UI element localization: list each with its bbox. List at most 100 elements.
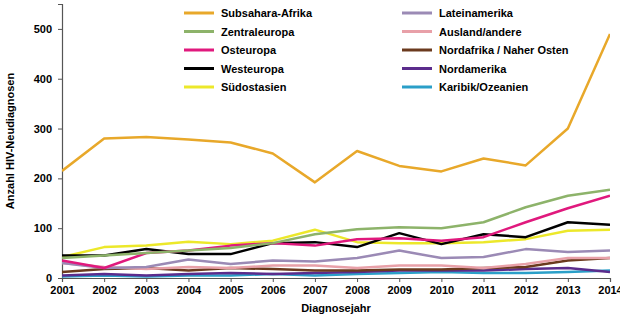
y-tick-mark	[58, 278, 62, 279]
y-tick-mark	[58, 79, 62, 80]
x-tick: 2011	[472, 278, 496, 296]
y-tick-mark	[58, 129, 62, 130]
x-tick-label: 2011	[472, 284, 496, 296]
legend-item: Osteuropa	[184, 44, 277, 56]
legend-label: Lateinamerika	[439, 7, 514, 19]
x-tick: 2013	[556, 278, 580, 296]
y-tick-mark	[58, 178, 62, 179]
y-tick-label: 400	[34, 73, 52, 85]
x-tick: 2002	[92, 278, 116, 296]
legend-label: Nordafrika / Naher Osten	[439, 44, 569, 56]
y-tick: 300	[34, 123, 62, 135]
x-tick-mark	[188, 278, 189, 282]
legend-swatch	[402, 30, 432, 33]
x-tick-mark	[399, 278, 400, 282]
legend-swatch	[184, 49, 214, 52]
x-tick-label: 2012	[514, 284, 538, 296]
x-tick: 2010	[430, 278, 454, 296]
legend-swatch	[184, 86, 214, 89]
x-tick: 2001	[50, 278, 74, 296]
legend-item: Ausland/andere	[402, 26, 522, 38]
legend-swatch	[184, 67, 214, 70]
legend: Subsahara-Afrika Zentraleuropa Osteuropa We…	[184, 7, 569, 93]
x-tick-label: 2003	[135, 284, 159, 296]
x-tick: 2008	[345, 278, 369, 296]
legend-item: Nordafrika / Naher Osten	[402, 44, 569, 56]
y-tick: 0	[46, 272, 62, 284]
x-tick-label: 2001	[50, 284, 74, 296]
legend-label: Westeuropa	[221, 63, 285, 75]
x-tick-mark	[357, 278, 358, 282]
x-tick-mark	[104, 278, 105, 282]
x-tick-label: 2004	[177, 284, 202, 296]
legend-item: Nordamerika	[402, 63, 507, 75]
x-tick: 2014	[598, 278, 620, 296]
legend-swatch	[184, 12, 214, 15]
chart: 0 100 200 300 400 500 2001 2002 2003 2004 2005 2006…	[0, 0, 620, 318]
x-axis: 2001 2002 2003 2004 2005 2006 2007 2008 2009 2010…	[50, 278, 620, 296]
x-tick: 2005	[219, 278, 243, 296]
x-tick-mark	[231, 278, 232, 282]
x-tick: 2012	[514, 278, 538, 296]
y-tick: 400	[34, 73, 62, 85]
x-tick-label: 2007	[303, 284, 327, 296]
y-tick-label: 100	[34, 222, 52, 234]
legend-label: Ausland/andere	[439, 26, 522, 38]
lines	[62, 34, 610, 277]
plot: 0 100 200 300 400 500 2001 2002 2003 2004 2005 2006…	[34, 5, 620, 296]
legend-label: Nordamerika	[439, 63, 507, 75]
x-tick-label: 2013	[556, 284, 580, 296]
x-tick: 2006	[261, 278, 285, 296]
x-tick: 2007	[303, 278, 327, 296]
legend-label: Zentraleuropa	[221, 26, 295, 38]
y-axis-title: Anzahl HIV-Neudiagnosen	[4, 73, 16, 210]
x-tick-mark	[273, 278, 274, 282]
x-tick: 2003	[135, 278, 159, 296]
legend-label: Südostasien	[221, 81, 287, 93]
x-tick-mark	[315, 278, 316, 282]
legend-item: Westeuropa	[184, 63, 285, 75]
x-tick-label: 2009	[387, 284, 411, 296]
x-tick-label: 2006	[261, 284, 285, 296]
legend-label: Subsahara-Afrika	[221, 7, 313, 19]
x-tick: 2004	[177, 278, 202, 296]
series-line	[62, 222, 610, 255]
x-tick-mark	[146, 278, 147, 282]
x-tick-mark	[610, 278, 611, 282]
x-tick-mark	[568, 278, 569, 282]
x-axis-title: Diagnosejahr	[301, 302, 371, 314]
y-tick: 100	[34, 222, 62, 234]
y-tick-label: 0	[46, 272, 52, 284]
series-line	[62, 249, 610, 268]
y-tick-label: 200	[34, 172, 52, 184]
x-tick-mark	[526, 278, 527, 282]
y-axis: 0 100 200 300 400 500	[34, 5, 63, 285]
legend-swatch	[402, 49, 432, 52]
legend-item: Karibik/Ozeanien	[402, 81, 529, 93]
legend-item: Südostasien	[184, 81, 287, 93]
legend-swatch	[402, 12, 432, 15]
y-tick-label: 500	[34, 23, 52, 35]
series-line	[62, 34, 610, 182]
y-tick-label: 300	[34, 123, 52, 135]
x-tick-label: 2002	[92, 284, 116, 296]
y-tick: 500	[34, 23, 62, 35]
legend-swatch	[402, 67, 432, 70]
x-tick-label: 2005	[219, 284, 243, 296]
legend-item: Lateinamerika	[402, 7, 514, 19]
x-tick-label: 2008	[345, 284, 369, 296]
y-axis-line	[58, 5, 63, 279]
x-tick-mark	[484, 278, 485, 282]
series-line	[62, 190, 610, 258]
x-tick-mark	[441, 278, 442, 282]
legend-swatch	[184, 30, 214, 33]
x-tick-label: 2010	[430, 284, 454, 296]
legend-item: Zentraleuropa	[184, 26, 295, 38]
legend-item: Subsahara-Afrika	[184, 7, 313, 19]
x-axis-line	[63, 279, 611, 283]
y-tick: 200	[34, 172, 62, 184]
y-tick-mark	[58, 228, 62, 229]
legend-swatch	[402, 86, 432, 89]
y-tick-mark	[58, 29, 62, 30]
x-tick-mark	[62, 278, 63, 282]
